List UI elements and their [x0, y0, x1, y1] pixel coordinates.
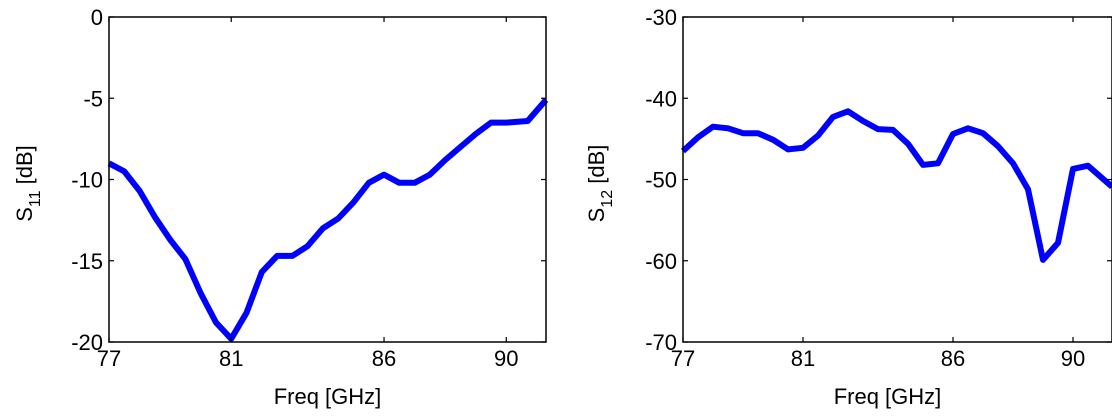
y-tick-label: -40	[645, 86, 677, 111]
y-tick-label: 0	[91, 5, 103, 30]
plot-area-frame	[682, 16, 1112, 343]
x-axis-label: Freq [GHz]	[834, 384, 942, 409]
x-axis-label: Freq [GHz]	[274, 384, 382, 409]
y-tick-label: -15	[71, 249, 103, 274]
y-tick-label: -30	[645, 5, 677, 30]
y-axis-label-subscript: 12	[599, 190, 616, 208]
y-tick-label: -50	[645, 168, 677, 193]
x-tick-label: 90	[1061, 346, 1085, 371]
y-tick-label: -20	[71, 330, 103, 355]
y-axis-label: S11 [dB]	[12, 145, 44, 222]
y-axis-label: S12 [dB]	[584, 145, 616, 223]
x-tick-label: 86	[941, 346, 965, 371]
x-tick-label: 90	[494, 346, 518, 371]
x-tick-label: 81	[791, 346, 815, 371]
plot-area-frame	[108, 16, 547, 343]
data-series-line	[680, 108, 1112, 263]
chart-panel-1: 77 81 86 90 0 -5 -10 -15 -20 Freq [GHz] S11 [dB]	[12, 5, 549, 409]
x-tick-label: 77	[671, 346, 695, 371]
data-series-line	[107, 97, 549, 342]
y-axis-label-base: S	[12, 207, 37, 222]
chart-panel-2: 77 81 86 90 -30 -40 -50 -60 -70 Freq [GHz] S12 [dB…	[584, 5, 1112, 409]
y-tick-label: -5	[83, 86, 103, 111]
y-axis-label-subscript: 11	[27, 190, 44, 207]
y-axis-label-base: S	[584, 208, 609, 223]
y-axis-label-unit: [dB]	[12, 145, 37, 190]
y-tick-label: -10	[71, 168, 103, 193]
x-tick-label: 77	[97, 346, 121, 371]
y-tick-label: -70	[645, 330, 677, 355]
y-tick-label: -60	[645, 249, 677, 274]
x-tick-label: 86	[372, 346, 396, 371]
x-tick-label: 81	[219, 346, 243, 371]
y-axis-label-unit: [dB]	[584, 145, 609, 190]
